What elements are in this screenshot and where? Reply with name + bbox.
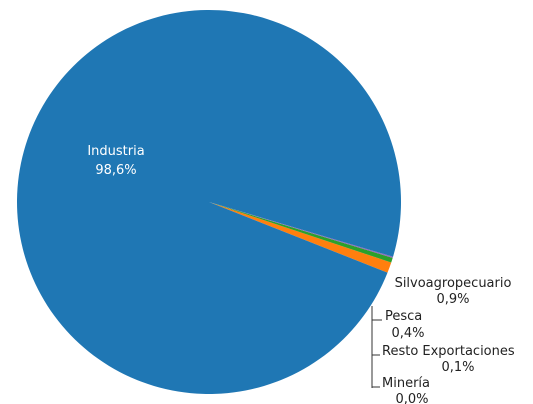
- pie-slice-resto-exportaciones: [209, 202, 394, 258]
- slice-label-pesca: Pesca: [385, 309, 422, 324]
- slice-value-resto-exportaciones: 0,1%: [441, 360, 474, 375]
- pie-slice-pesca: [209, 202, 393, 263]
- slice-label-resto-exportaciones: Resto Exportaciones: [382, 344, 515, 359]
- leader-lines: [371, 306, 382, 388]
- pie-slices: [17, 10, 402, 395]
- slice-value-silvoagropecuario: 0,9%: [436, 292, 469, 307]
- slice-label-industria: Industria: [87, 144, 144, 159]
- pie-slice-industria: [17, 10, 402, 395]
- slice-label-silvoagropecuario: Silvoagropecuario: [395, 276, 512, 291]
- pie-slice-silvoagropecuario: [209, 202, 392, 273]
- slice-value-industria: 98,6%: [95, 163, 136, 178]
- slice-value-pesca: 0,4%: [391, 326, 424, 341]
- slice-value-mineria: 0,0%: [395, 392, 428, 404]
- slice-label-mineria: Minería: [382, 376, 430, 391]
